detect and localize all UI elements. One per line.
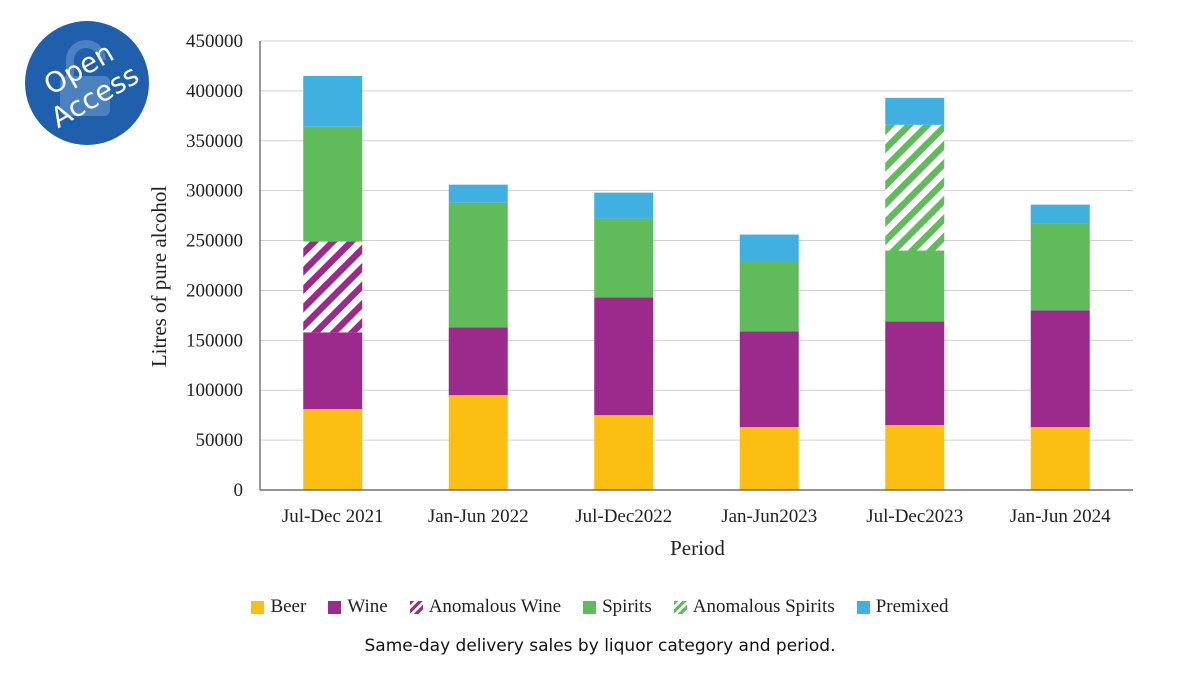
legend-swatch [856, 600, 870, 614]
x-tick-label: Jul-Dec 2021 [282, 506, 384, 527]
legend-label: Premixed [875, 596, 949, 617]
bar-segment-premixed [1030, 204, 1090, 224]
bar-segment-wine [594, 297, 654, 416]
bar-segment-beer [885, 425, 945, 490]
x-axis-title: Period [670, 536, 725, 560]
legend-label: Anomalous Spirits [692, 596, 835, 617]
open-access-badge: Open Access [25, 21, 149, 145]
legend-swatch [328, 600, 342, 614]
bar-segment-wine [885, 321, 945, 426]
legend-swatch [673, 600, 687, 614]
legend-label: Wine [347, 596, 388, 617]
y-tick-label: 150000 [186, 330, 243, 351]
legend-label: Anomalous Wine [428, 596, 562, 617]
bar-segment-wine [448, 327, 508, 396]
y-tick-label: 200000 [186, 280, 243, 301]
bar-segment-premixed [739, 234, 799, 262]
bar-segment-spirits [1030, 223, 1090, 311]
figure-caption: Same-day delivery sales by liquor catego… [364, 636, 836, 656]
bar-segment-spirits [303, 126, 363, 242]
bar-segment-premixed [885, 97, 945, 125]
bar-segment-spirits [448, 202, 508, 328]
bar-segment-spirits [885, 250, 945, 322]
legend: Beer Wine Anomalous Wine Spirits Anomalous S… [0, 596, 1200, 618]
bar-segment-beer [448, 395, 508, 490]
legend-label: Beer [270, 596, 307, 617]
legend-item-premixed: Premixed [856, 596, 949, 618]
y-tick-label: 400000 [186, 81, 243, 102]
bar-segment-wine [739, 331, 799, 428]
bar-segment-beer [594, 415, 654, 490]
y-tick-label: 300000 [186, 181, 243, 202]
x-tick-label: Jul-Dec2022 [575, 506, 672, 527]
x-tick-label: Jan-Jun 2022 [428, 506, 529, 527]
bar-segment-anomalous-wine [303, 241, 363, 333]
bar-segment-anomalous-spirits [885, 124, 945, 251]
bar-segment-wine [303, 332, 363, 410]
y-tick-label: 0 [234, 480, 244, 501]
legend-swatch [583, 600, 597, 614]
legend-item-wine: Wine [328, 596, 388, 618]
bar-segment-premixed [448, 184, 508, 203]
stacked-bar-chart: 0 50000 100000 150000 200000 250000 300000 3500… [147, 31, 1133, 560]
y-tick-label: 50000 [196, 430, 244, 451]
bar-segment-premixed [303, 75, 363, 127]
bar-segment-wine [1030, 310, 1090, 428]
bar-segment-premixed [594, 192, 654, 219]
bar-segment-beer [1030, 427, 1090, 490]
legend-label: Spirits [602, 596, 652, 617]
padlock-icon [60, 40, 110, 116]
y-tick-label: 350000 [186, 131, 243, 152]
y-tick-label: 450000 [186, 31, 243, 52]
bar-segment-beer [303, 409, 363, 490]
legend-item-anomalous-spirits: Anomalous Spirits [673, 596, 835, 618]
y-axis-title: Litres of pure alcohol [147, 186, 171, 368]
x-tick-label: Jan-Jun 2024 [1010, 506, 1111, 527]
x-tick-label: Jan-Jun2023 [721, 506, 817, 527]
legend-item-beer: Beer [251, 596, 306, 618]
y-tick-label: 250000 [186, 231, 243, 252]
bar-segment-spirits [739, 261, 799, 332]
x-tick-label: Jul-Dec2023 [866, 506, 963, 527]
legend-swatch [251, 600, 265, 614]
legend-item-anomalous-wine: Anomalous Wine [409, 596, 562, 618]
legend-swatch [409, 600, 423, 614]
y-tick-label: 100000 [186, 380, 243, 401]
bar-segment-beer [739, 427, 799, 490]
bar-segment-spirits [594, 218, 654, 298]
legend-item-spirits: Spirits [583, 596, 652, 618]
